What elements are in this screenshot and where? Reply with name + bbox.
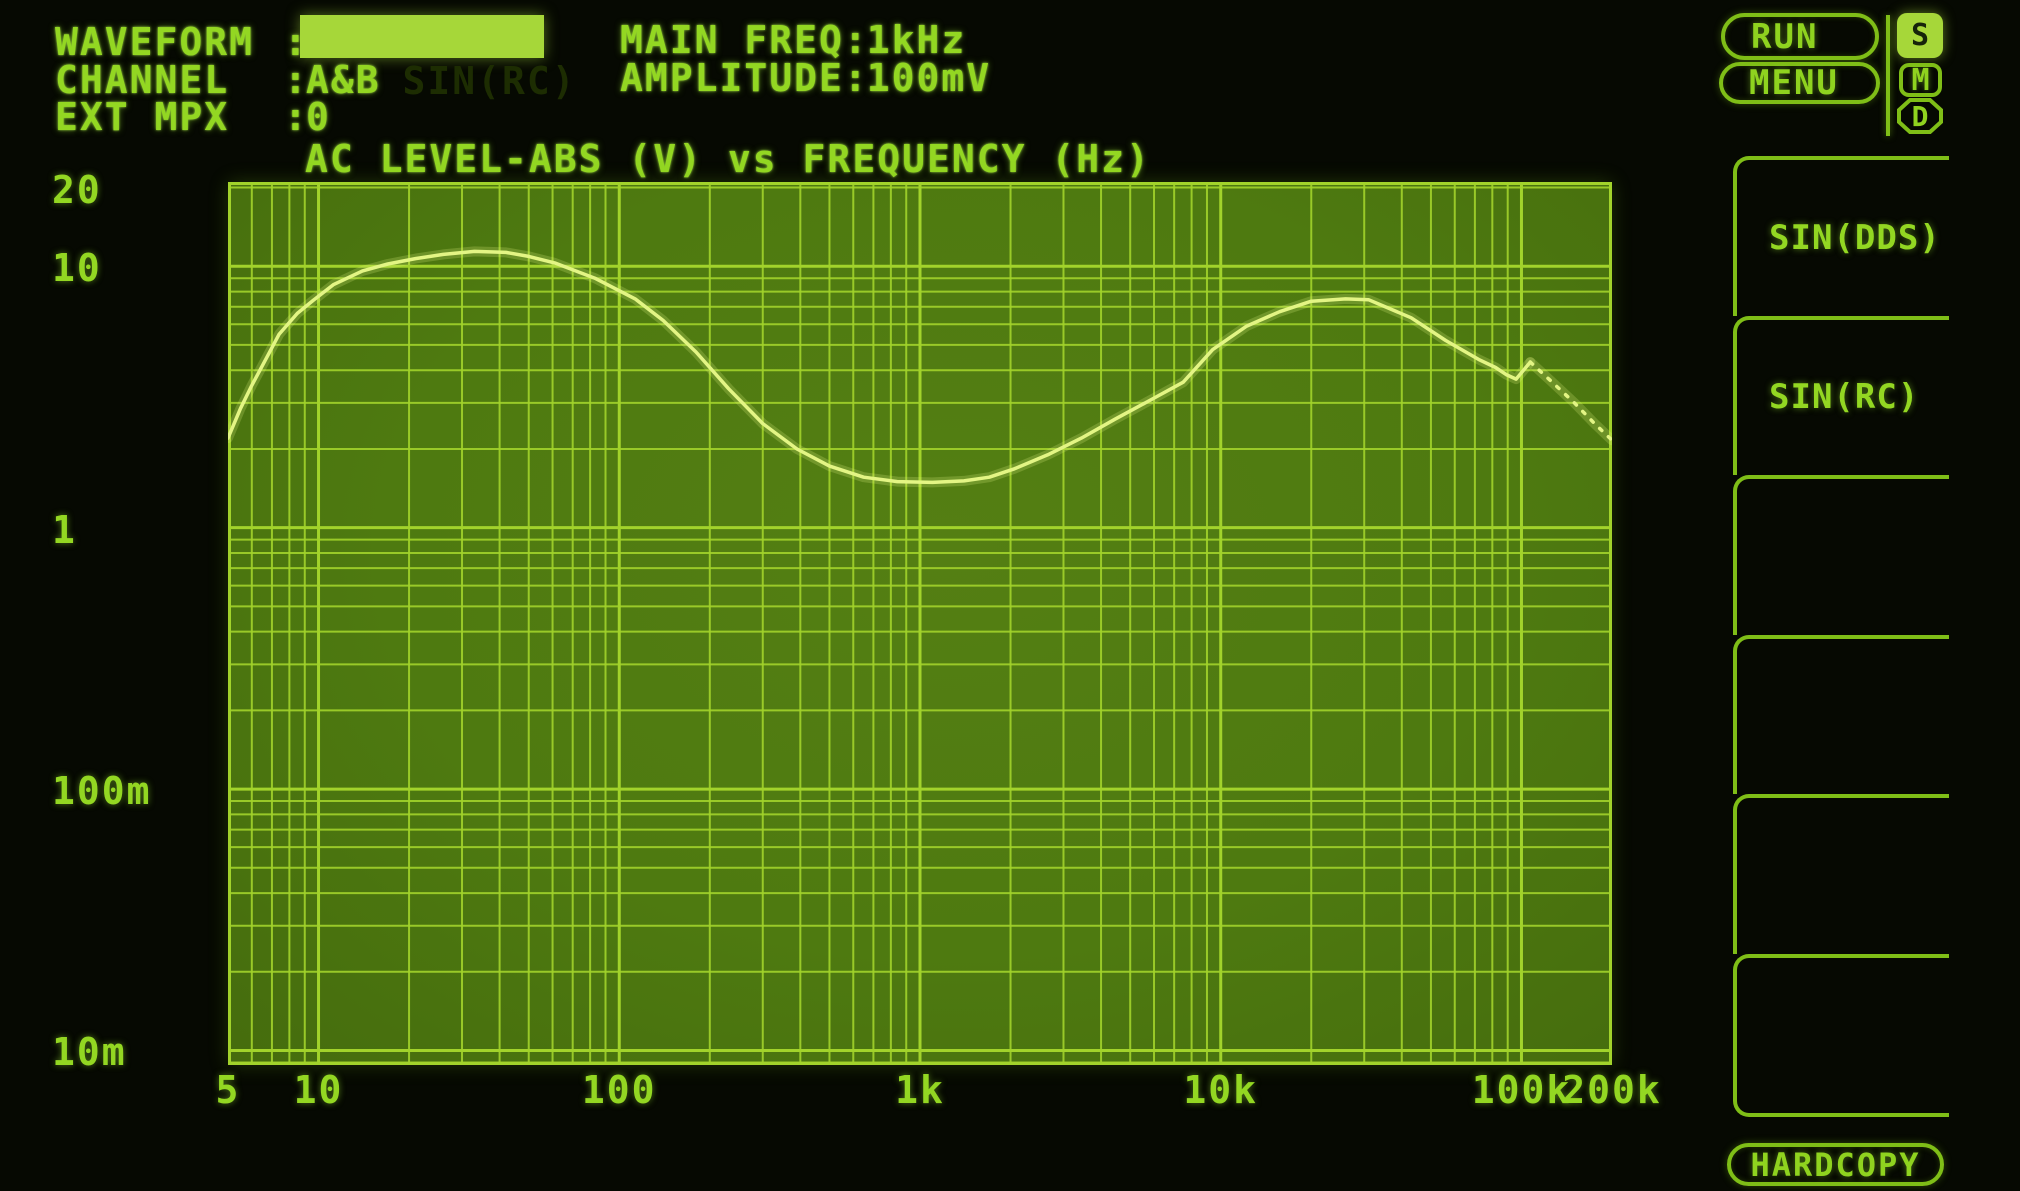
waveform-value-text: SIN(RC) [402, 59, 577, 103]
ext-mpx-value[interactable]: 0 [306, 95, 331, 139]
y-tick-100m: 100m [52, 769, 152, 814]
plot-border [228, 182, 1612, 1065]
x-tick-100: 100 [581, 1068, 657, 1112]
ac-level-trace-glow [228, 246, 1536, 488]
softkey-item-blank-3[interactable] [1733, 634, 1949, 794]
softkey-item-sin-dds[interactable]: SIN(DDS) [1733, 156, 1949, 316]
amplitude-field: AMPLITUDE:100mV [620, 58, 991, 98]
chart-plot-area [228, 182, 1612, 1065]
x-tick-5: 5 [215, 1068, 241, 1112]
softkey-item-blank-2[interactable] [1733, 475, 1949, 635]
x-tick-200k: 200k [1562, 1068, 1662, 1112]
y-tick-10m: 10m [52, 1030, 127, 1075]
ac-level-trace-dotted [1528, 360, 1612, 442]
waveform-value[interactable]: SIN(RC) [300, 15, 575, 103]
amplitude-value[interactable]: 100mV [866, 56, 992, 100]
channel-value[interactable]: A&B [306, 58, 381, 102]
header-divider [1886, 15, 1890, 136]
status-badge-d-label: D [1912, 100, 1929, 133]
menu-button-label: MENU [1749, 63, 1839, 103]
main-freq-label: MAIN FREQ [620, 18, 844, 62]
menu-button[interactable]: MENU [1719, 62, 1880, 104]
run-button-label: RUN [1751, 16, 1819, 57]
x-tick-1k: 1k [895, 1068, 945, 1112]
chart-canvas [228, 182, 1612, 1065]
run-button[interactable]: RUN [1721, 13, 1879, 60]
hardcopy-button[interactable]: HARDCOPY [1727, 1143, 1944, 1186]
chart-title: AC LEVEL-ABS (V) vs FREQUENCY (Hz) [305, 137, 1151, 181]
x-tick-10: 10 [293, 1068, 344, 1112]
octagon-shape [1897, 98, 1943, 134]
softkey-item-label: SIN(DDS) [1769, 217, 1941, 258]
ac-level-trace [228, 249, 1533, 485]
softkey-menu: SIN(DDS) SIN(RC) [1733, 156, 1949, 1117]
status-badge-m-label: M [1911, 62, 1930, 98]
y-tick-20: 20 [52, 167, 102, 212]
channel-separator: : [284, 58, 307, 102]
status-badge-s: S [1897, 13, 1943, 58]
status-badge-m: M [1899, 62, 1942, 98]
main-freq-separator: : [843, 18, 867, 62]
softkey-item-blank-5[interactable] [1733, 953, 1949, 1117]
ext-mpx-label: EXT MPX [55, 95, 230, 139]
x-tick-10k: 10k [1183, 1068, 1259, 1112]
x-tick-100k: 100k [1471, 1068, 1572, 1112]
main-freq-field: MAIN FREQ:1kHz [620, 20, 966, 60]
amplitude-label: AMPLITUDE [620, 56, 844, 100]
softkey-item-sin-rc[interactable]: SIN(RC) [1733, 315, 1949, 475]
y-tick-10: 10 [52, 246, 102, 291]
softkey-item-blank-4[interactable] [1733, 794, 1949, 954]
hardcopy-button-label: HARDCOPY [1750, 1145, 1921, 1184]
y-tick-1: 1 [52, 507, 77, 552]
amplitude-separator: : [843, 56, 867, 100]
channel-label: CHANNEL [55, 58, 230, 102]
waveform-label: WAVEFORM [55, 20, 255, 64]
status-badge-d: D [1897, 98, 1943, 134]
main-freq-value[interactable]: 1kHz [866, 18, 967, 62]
status-badge-s-label: S [1910, 18, 1930, 53]
softkey-item-label: SIN(RC) [1769, 377, 1920, 418]
ext-mpx-separator: : [284, 95, 307, 139]
